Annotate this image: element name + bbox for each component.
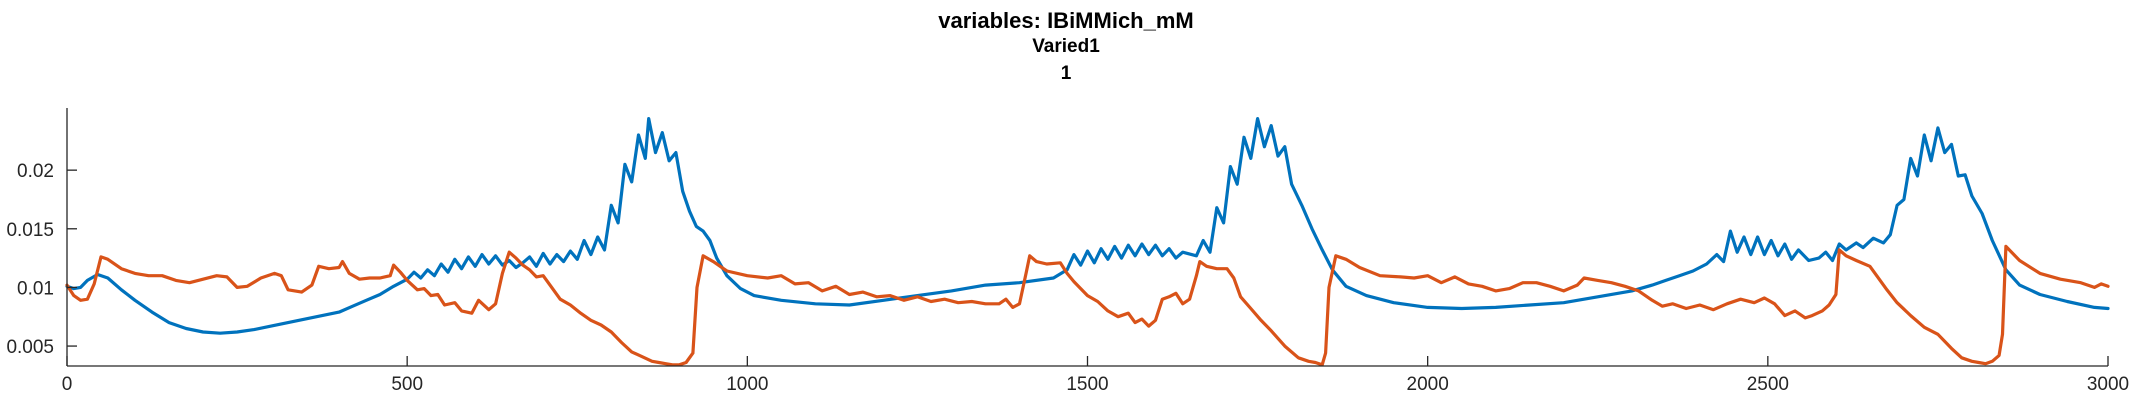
series-line-2 bbox=[65, 244, 2110, 367]
chart-subtitle-line-2: 1 bbox=[1061, 63, 1072, 84]
x-tick-label: 2500 bbox=[1747, 374, 1789, 395]
y-tick-label: 0.02 bbox=[17, 161, 54, 182]
plot-area: 0 500 1000 1500 2000 2500 3000 0.005 0.01 0.015 0.… bbox=[6, 108, 2129, 395]
y-tick-label: 0.005 bbox=[6, 337, 54, 358]
series-line-1 bbox=[65, 117, 2110, 335]
x-tick-label: 1500 bbox=[1066, 374, 1108, 395]
x-tick-label: 3000 bbox=[2087, 374, 2129, 395]
chart-subtitle-line-1: Varied1 bbox=[1032, 36, 1100, 57]
y-tick-label: 0.01 bbox=[17, 278, 54, 299]
x-tick-label: 500 bbox=[391, 374, 423, 395]
x-tick-label: 1000 bbox=[726, 374, 768, 395]
y-tick-label: 0.015 bbox=[6, 220, 54, 241]
x-tick-label: 2000 bbox=[1407, 374, 1449, 395]
chart-title: variables: IBiMMich_mM bbox=[938, 8, 1194, 33]
x-tick-label: 0 bbox=[62, 374, 73, 395]
